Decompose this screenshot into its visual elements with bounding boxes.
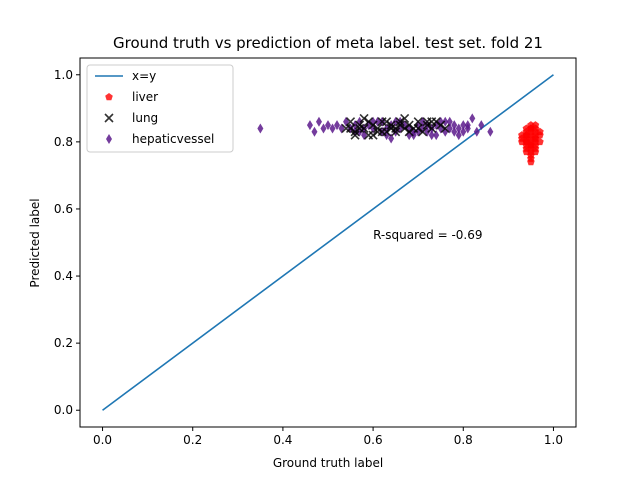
hepaticvessel-point bbox=[442, 116, 449, 127]
x-axis-label: Ground truth label bbox=[273, 456, 383, 470]
hepaticvessel-point bbox=[455, 123, 462, 134]
hepaticvessel-point bbox=[311, 126, 318, 137]
legend-swatch-lung bbox=[104, 113, 114, 123]
hepaticvessel-point bbox=[257, 123, 264, 134]
y-tick-label: 0.2 bbox=[54, 336, 73, 350]
lung-point bbox=[345, 117, 356, 127]
hepaticvessel-point bbox=[388, 133, 395, 144]
legend-box bbox=[86, 64, 234, 153]
lung-point bbox=[418, 127, 428, 137]
lung-point bbox=[413, 123, 423, 134]
legend-label: x=y bbox=[132, 69, 156, 83]
r-squared-annotation: R-squared = -0.69 bbox=[373, 228, 482, 242]
lung-point bbox=[436, 120, 446, 130]
hepaticvessel-point bbox=[320, 123, 327, 134]
legend-label: hepaticvessel bbox=[132, 132, 214, 146]
hepaticvessel-point bbox=[460, 126, 467, 137]
lung-point bbox=[400, 113, 410, 123]
lung-point bbox=[386, 123, 396, 134]
hepaticvessel-point bbox=[329, 123, 336, 134]
hepaticvessel-point bbox=[446, 116, 453, 127]
y-axis: 0.0 0.2 0.4 0.6 0.8 1.0 bbox=[54, 68, 80, 417]
lung-point bbox=[413, 117, 423, 127]
hepaticvessel-point bbox=[460, 120, 467, 131]
lung-point bbox=[386, 120, 396, 130]
legend: x=y liver lung hepaticvessel bbox=[86, 64, 234, 153]
hepaticvessel-point bbox=[451, 126, 458, 137]
lung-point bbox=[382, 117, 392, 127]
hepaticvessel-point bbox=[325, 120, 331, 131]
lung-point bbox=[395, 120, 405, 130]
lung-point bbox=[391, 127, 401, 137]
liver-point bbox=[522, 131, 531, 139]
x-axis: 0.0 0.2 0.4 0.6 0.8 1.0 bbox=[93, 427, 563, 447]
legend-label: lung bbox=[132, 111, 158, 125]
legend-label: liver bbox=[132, 90, 158, 104]
lung-point bbox=[404, 127, 414, 137]
hepaticvessel-point bbox=[334, 120, 341, 131]
lung-point bbox=[373, 123, 383, 134]
hepaticvessel-point bbox=[469, 113, 476, 124]
liver-point bbox=[527, 154, 535, 162]
lung-point bbox=[440, 123, 450, 134]
x-tick-label: 0.6 bbox=[364, 433, 383, 447]
hepaticvessel-point bbox=[410, 130, 417, 141]
lung-point bbox=[354, 123, 365, 134]
hepaticvessel-point bbox=[464, 120, 471, 131]
lung-point bbox=[350, 127, 360, 137]
hepaticvessel-point bbox=[315, 116, 322, 127]
hepaticvessel-point bbox=[428, 130, 435, 141]
legend-swatch-hepaticvessel bbox=[106, 134, 112, 144]
liver-point bbox=[536, 127, 544, 136]
hepaticvessel-point bbox=[306, 120, 313, 131]
x-tick-label: 0.0 bbox=[93, 433, 112, 447]
x-tick-label: 0.8 bbox=[454, 433, 473, 447]
liver-point bbox=[531, 134, 540, 142]
y-tick-label: 0.4 bbox=[54, 269, 73, 283]
lung-point bbox=[350, 130, 360, 140]
lung-point bbox=[404, 120, 414, 130]
lung-point bbox=[359, 113, 369, 123]
lung-point bbox=[368, 130, 378, 140]
y-tick-label: 0.6 bbox=[54, 202, 73, 216]
hepaticvessel-point bbox=[487, 126, 494, 137]
lung-point bbox=[368, 120, 378, 130]
lung-point bbox=[422, 120, 432, 130]
lung-point bbox=[373, 127, 383, 137]
chart-title: Ground truth vs prediction of meta label… bbox=[113, 34, 543, 52]
hepaticvessel-point bbox=[451, 120, 458, 131]
liver-point bbox=[527, 124, 535, 132]
hepaticvessel-point bbox=[478, 120, 485, 131]
lung-point bbox=[400, 123, 410, 134]
hepaticvessel-point bbox=[473, 126, 480, 137]
y-axis-label: Predicted label bbox=[28, 198, 42, 287]
hepaticvessel-point bbox=[433, 130, 440, 141]
x-tick-label: 0.2 bbox=[183, 433, 202, 447]
hepaticvessel-point bbox=[455, 130, 462, 141]
legend-swatch-liver bbox=[105, 93, 113, 101]
lung-point bbox=[345, 123, 356, 134]
y-tick-label: 0.8 bbox=[54, 135, 73, 149]
lung-point bbox=[354, 120, 365, 130]
x-tick-label: 0.4 bbox=[273, 433, 292, 447]
series-liver bbox=[518, 121, 544, 166]
x-tick-label: 1.0 bbox=[544, 433, 563, 447]
lung-point bbox=[364, 117, 374, 127]
lung-point bbox=[427, 117, 437, 127]
liver-point bbox=[522, 137, 531, 146]
y-tick-label: 1.0 bbox=[54, 68, 73, 82]
series-lung bbox=[341, 113, 450, 140]
lung-point bbox=[395, 117, 405, 127]
axes-frame bbox=[79, 57, 577, 428]
y-tick-label: 0.0 bbox=[54, 403, 73, 417]
lung-point bbox=[427, 123, 437, 134]
plot-area bbox=[102, 74, 554, 411]
